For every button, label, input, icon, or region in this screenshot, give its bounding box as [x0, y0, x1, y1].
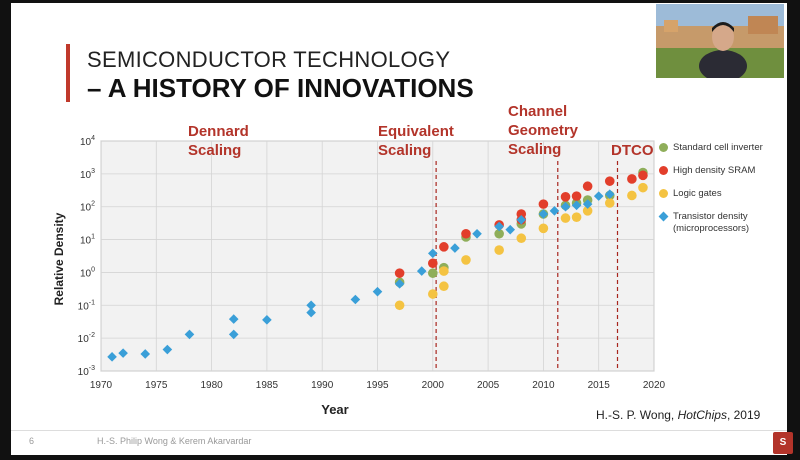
legend-circle-icon	[659, 166, 668, 175]
legend-circle-icon	[659, 189, 668, 198]
x-tick-label: 1985	[256, 380, 279, 391]
x-tick-label: 2005	[477, 380, 500, 391]
data-point-circle	[538, 199, 549, 209]
data-point-diamond	[593, 191, 604, 201]
x-tick-label: 1975	[145, 380, 168, 391]
data-point-circle	[560, 213, 571, 223]
era-dennard-label: Dennard Scaling	[188, 123, 249, 159]
data-point-circle	[582, 181, 593, 192]
footer-authors: H.-S. Philip Wong & Kerem Akarvardar	[97, 436, 252, 446]
title-line-2: – A HISTORY OF INNOVATIONS	[87, 73, 474, 103]
data-point-circle	[439, 281, 449, 292]
data-point-diamond	[560, 201, 571, 212]
x-tick-label: 2020	[643, 380, 666, 391]
data-point-circle	[638, 182, 648, 193]
data-point-diamond	[228, 329, 239, 340]
legend-item-inverter: Standard cell inverter	[659, 142, 763, 154]
x-tick-label: 1970	[90, 380, 113, 391]
data-point-circle	[461, 228, 471, 239]
data-point-circle	[604, 198, 615, 208]
data-point-diamond	[582, 199, 593, 209]
page-number: 6	[29, 436, 35, 446]
x-tick-label: 1990	[311, 380, 334, 391]
data-point-diamond	[394, 279, 405, 289]
y-tick-label: 101	[80, 234, 95, 247]
series-2	[394, 182, 648, 311]
data-point-circle	[394, 300, 405, 311]
data-point-diamond	[571, 200, 582, 211]
watermark-logo: S	[773, 432, 793, 454]
data-point-circle	[516, 209, 527, 219]
data-point-diamond	[107, 352, 117, 362]
y-tick-label: 10-1	[78, 299, 95, 312]
data-point-diamond	[306, 300, 316, 311]
y-tick-label: 103	[80, 168, 95, 181]
data-point-circle	[439, 242, 449, 252]
x-tick-label: 2000	[422, 380, 445, 391]
y-tick-label: 102	[80, 201, 95, 214]
data-point-circle	[627, 190, 637, 201]
citation: H.-S. P. Wong, HotChips, 2019	[596, 408, 761, 422]
data-point-diamond	[505, 224, 516, 235]
data-point-circle	[394, 268, 405, 278]
data-point-diamond	[538, 209, 549, 219]
data-point-diamond	[184, 329, 195, 340]
legend-item-transistor: Transistor density (microprocessors)	[658, 211, 749, 235]
y-axis-label: Relative Density	[52, 212, 66, 305]
data-point-circle	[494, 245, 504, 255]
data-point-diamond	[450, 243, 460, 253]
data-point-circle	[428, 258, 438, 269]
speaker-video-image	[656, 4, 784, 78]
era-equivalent-label: Equivalent Scaling	[378, 123, 454, 159]
x-tick-label: 2010	[532, 380, 555, 391]
data-point-diamond	[306, 307, 316, 318]
data-point-circle	[428, 289, 438, 299]
data-point-diamond	[516, 214, 527, 225]
density-chart: 1970 1975 1980 1985 1990 1995 2000 2005 2010 2015…	[52, 135, 666, 417]
x-axis-label: Year	[321, 402, 348, 417]
data-point-circle	[627, 174, 637, 184]
x-tick-label: 1995	[366, 380, 389, 391]
data-point-diamond	[494, 221, 504, 232]
data-point-circle	[571, 212, 582, 222]
data-point-circle	[638, 170, 648, 181]
era-channel-geometry-label: Channel Geometry Scaling	[508, 103, 579, 158]
title-accent-bar	[66, 44, 70, 102]
legend-circle-icon	[659, 143, 668, 152]
data-point-circle	[560, 192, 571, 202]
data-point-circle	[582, 206, 593, 216]
data-point-circle	[494, 228, 504, 239]
data-point-circle	[538, 223, 549, 234]
era-dtco-label: DTCO	[611, 142, 654, 159]
data-point-circle	[439, 266, 449, 276]
speaker-video-thumbnail	[656, 4, 784, 78]
x-tick-label: 2015	[588, 380, 611, 391]
data-point-circle	[461, 255, 471, 265]
data-point-circle	[516, 233, 527, 244]
footer-divider	[11, 430, 787, 431]
data-point-circle	[604, 176, 615, 186]
data-point-diamond	[228, 314, 239, 324]
y-tick-label: 104	[80, 135, 95, 148]
data-point-circle	[428, 268, 438, 278]
series-3	[107, 189, 615, 362]
title-line-1: SEMICONDUCTOR TECHNOLOGY	[87, 47, 451, 72]
data-point-circle	[571, 191, 582, 201]
y-tick-label: 10-3	[78, 365, 95, 378]
data-point-diamond	[549, 206, 560, 216]
y-tick-label: 10-2	[78, 332, 95, 345]
y-tick-label: 100	[80, 266, 95, 279]
legend-item-logic: Logic gates	[659, 188, 722, 200]
slide: SEMICONDUCTOR TECHNOLOGY – A HISTORY OF …	[11, 3, 787, 455]
legend-item-sram: High density SRAM	[659, 165, 755, 177]
data-point-diamond	[162, 344, 173, 355]
x-tick-label: 1980	[200, 380, 223, 391]
